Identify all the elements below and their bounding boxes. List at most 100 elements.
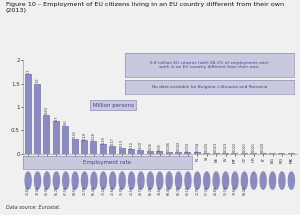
Bar (194, 152, 201, 154)
Text: No data available for Bulgaria, Lithuania and Romania: No data available for Bulgaria, Lithuani… (152, 84, 267, 89)
Text: 0.023: 0.023 (214, 142, 218, 152)
Bar (118, 148, 126, 154)
Text: 65.2%: 65.2% (148, 186, 152, 195)
Text: 28.6%: 28.6% (214, 186, 218, 195)
Text: 66.7%: 66.7% (177, 186, 181, 195)
Text: 0.034: 0.034 (195, 141, 200, 152)
Text: 6.8 million EU citizens (with 68.1% of employment rate)
work in an EU country di: 6.8 million EU citizens (with 68.1% of e… (150, 61, 268, 69)
Text: 0.10: 0.10 (130, 141, 134, 149)
Text: 0.29: 0.29 (82, 132, 86, 140)
Bar (250, 153, 257, 154)
Bar (203, 153, 210, 154)
Text: 70.4%: 70.4% (35, 186, 40, 195)
Text: 48.7%: 48.7% (139, 186, 143, 195)
Circle shape (241, 172, 248, 189)
Text: 0.20: 0.20 (101, 136, 105, 144)
Text: 63.0%: 63.0% (45, 186, 49, 195)
Text: 72.7%: 72.7% (82, 186, 86, 195)
Text: 68.4%: 68.4% (167, 186, 171, 195)
Text: Data source: Eurostat.: Data source: Eurostat. (6, 205, 60, 210)
Text: 73.2%: 73.2% (101, 186, 105, 195)
Circle shape (147, 172, 153, 189)
Text: 0.06: 0.06 (148, 143, 152, 150)
Text: 79.6%: 79.6% (233, 186, 237, 195)
Text: 67.5%: 67.5% (64, 186, 68, 195)
Bar (44, 115, 50, 154)
Bar (213, 153, 220, 154)
Text: 0.13: 0.13 (120, 139, 124, 147)
Text: 69.6%: 69.6% (73, 186, 77, 195)
Text: 74.4%: 74.4% (158, 186, 162, 195)
Bar (100, 144, 107, 154)
Bar (175, 152, 182, 154)
Circle shape (232, 172, 238, 189)
Circle shape (44, 172, 50, 189)
Circle shape (260, 172, 266, 189)
Text: 72.6%: 72.6% (111, 186, 115, 195)
Text: 75.0%: 75.0% (120, 186, 124, 195)
Text: 0.28: 0.28 (92, 132, 96, 140)
Bar (241, 153, 248, 154)
Circle shape (204, 172, 210, 189)
Circle shape (63, 172, 69, 189)
Circle shape (138, 172, 144, 189)
Circle shape (166, 172, 172, 189)
Text: 0.021: 0.021 (242, 142, 246, 152)
Circle shape (213, 172, 219, 189)
Bar (184, 152, 191, 154)
Bar (166, 152, 173, 154)
Circle shape (34, 172, 40, 189)
Text: 0.6: 0.6 (64, 120, 68, 125)
Circle shape (25, 172, 31, 189)
Circle shape (110, 172, 116, 189)
Circle shape (194, 172, 200, 189)
Text: Employment rate: Employment rate (83, 160, 131, 165)
Circle shape (53, 172, 59, 189)
Text: 0.7: 0.7 (54, 115, 58, 121)
Text: 0.025: 0.025 (205, 142, 209, 152)
Circle shape (119, 172, 125, 189)
Text: 0.32: 0.32 (73, 131, 77, 138)
Circle shape (157, 172, 163, 189)
Bar (128, 149, 135, 154)
Text: 65.4%: 65.4% (92, 186, 96, 195)
Text: 0.033: 0.033 (186, 142, 190, 152)
Bar (81, 140, 88, 154)
Text: 52.1%: 52.1% (224, 186, 228, 195)
Text: 1.5: 1.5 (35, 77, 40, 83)
Text: 0.83: 0.83 (45, 107, 49, 114)
Text: 57.2%: 57.2% (205, 186, 209, 195)
Circle shape (176, 172, 182, 189)
Bar (72, 139, 79, 154)
Text: 72.4%: 72.4% (26, 186, 30, 195)
Bar (109, 146, 116, 154)
Bar (231, 153, 239, 154)
Text: 0.05: 0.05 (158, 143, 162, 151)
Circle shape (223, 172, 229, 189)
Text: 63.1%: 63.1% (186, 186, 190, 195)
Text: 0.021: 0.021 (252, 142, 256, 152)
Bar (269, 153, 276, 154)
Text: 0.045: 0.045 (167, 141, 171, 151)
Circle shape (288, 172, 294, 189)
Bar (156, 151, 163, 154)
Text: 0.043: 0.043 (177, 141, 181, 151)
Bar (90, 141, 98, 154)
Text: 0.022: 0.022 (233, 142, 237, 152)
Bar (222, 153, 229, 154)
Text: Million persons: Million persons (93, 103, 134, 108)
Text: 55.2%: 55.2% (54, 186, 58, 195)
Bar (62, 126, 69, 154)
Text: 0.09: 0.09 (139, 141, 143, 149)
Circle shape (82, 172, 88, 189)
Bar (137, 149, 145, 154)
Bar (34, 84, 41, 154)
Text: 0.020: 0.020 (261, 142, 265, 152)
Text: 72.5%: 72.5% (130, 186, 134, 195)
Circle shape (128, 172, 135, 189)
Text: 89.4%: 89.4% (242, 186, 246, 195)
Text: 0.17: 0.17 (111, 137, 115, 145)
Text: 72.7%: 72.7% (195, 186, 200, 195)
Circle shape (185, 172, 191, 189)
Text: Figure 10 – Employment of EU citizens living in an EU country different from the: Figure 10 – Employment of EU citizens li… (6, 2, 284, 13)
